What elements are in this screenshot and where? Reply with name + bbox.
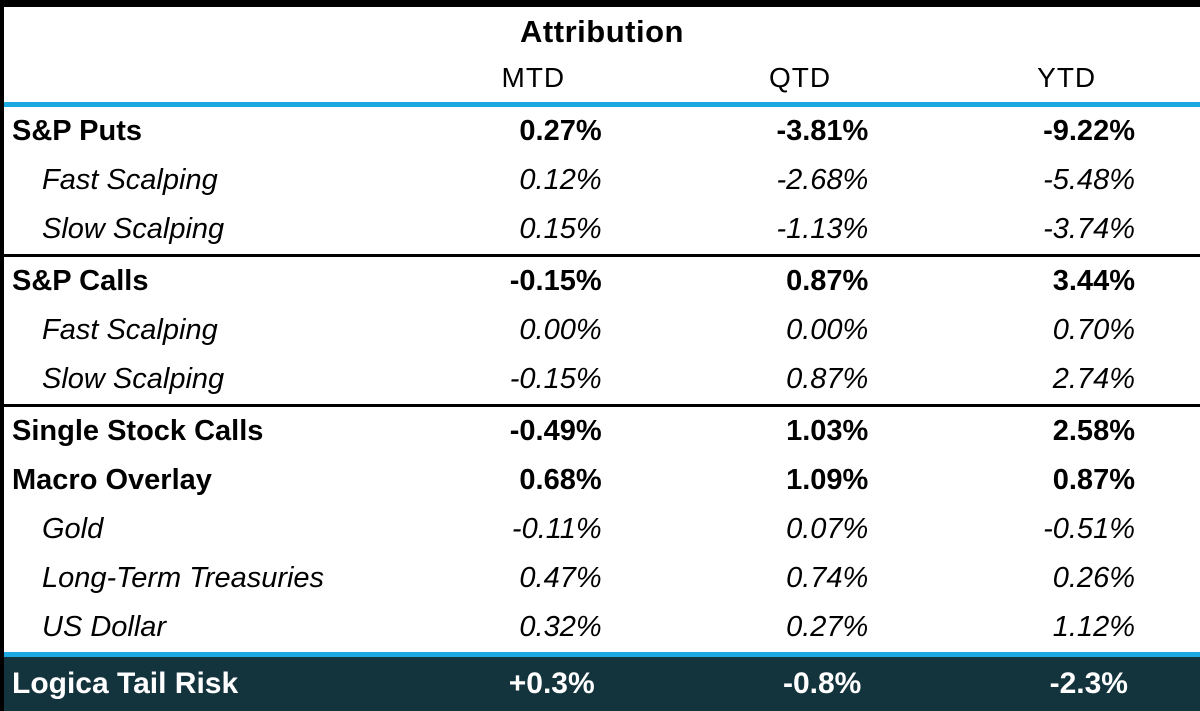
table-row-fast-scalping-calls: Fast Scalping 0.00% 0.00% 0.70% xyxy=(4,306,1200,355)
row-value-ytd: -9.22% xyxy=(1043,115,1135,147)
row-value-mtd: -0.15% xyxy=(509,265,602,297)
row-value-qtd: 0.87% xyxy=(786,265,869,297)
column-header-mtd: MTD xyxy=(501,62,566,93)
row-value-mtd: 0.15% xyxy=(519,213,602,245)
total-value-mtd: +0.3% xyxy=(508,667,595,700)
row-value-mtd: 0.00% xyxy=(519,314,602,346)
row-label: Fast Scalping xyxy=(42,314,218,346)
row-value-qtd: 0.74% xyxy=(786,562,869,594)
row-value-ytd: 2.74% xyxy=(1052,363,1135,395)
row-value-mtd: 0.32% xyxy=(519,611,602,643)
row-value-mtd: 0.27% xyxy=(519,115,602,147)
row-value-qtd: 1.09% xyxy=(786,464,869,496)
footer-accent-rule xyxy=(4,652,1200,657)
table-row-total-logica-tail-risk: Logica Tail Risk +0.3% -0.8% -2.3% xyxy=(4,657,1200,711)
row-label: US Dollar xyxy=(42,611,167,643)
table-row-slow-scalping-puts: Slow Scalping 0.15% -1.13% -3.74% xyxy=(4,205,1200,254)
row-value-ytd: 3.44% xyxy=(1052,265,1135,297)
total-row-label: Logica Tail Risk xyxy=(12,667,239,700)
header-accent-rule xyxy=(4,102,1200,107)
row-value-qtd: 0.27% xyxy=(786,611,869,643)
table-row-long-term-treasuries: Long-Term Treasuries 0.47% 0.74% 0.26% xyxy=(4,554,1200,603)
row-value-qtd: -3.81% xyxy=(776,115,869,147)
row-label: S&P Puts xyxy=(12,115,143,147)
row-value-qtd: -1.13% xyxy=(776,213,869,245)
row-value-qtd: -2.68% xyxy=(776,164,869,196)
row-label: Macro Overlay xyxy=(12,464,212,496)
row-value-ytd: 1.12% xyxy=(1052,611,1135,643)
column-header-ytd: YTD xyxy=(1037,62,1097,93)
table-row-single-stock-calls: Single Stock Calls -0.49% 1.03% 2.58% xyxy=(4,407,1200,456)
table-header: Attribution MTD QTD YTD xyxy=(4,7,1200,102)
table-row-us-dollar: US Dollar 0.32% 0.27% 1.12% xyxy=(4,603,1200,652)
row-value-qtd: 0.00% xyxy=(786,314,869,346)
row-label: Gold xyxy=(42,513,104,545)
row-value-ytd: 0.70% xyxy=(1052,314,1135,346)
row-value-ytd: -3.74% xyxy=(1043,213,1135,245)
row-value-mtd: -0.11% xyxy=(511,513,602,545)
row-value-qtd: 0.87% xyxy=(786,363,869,395)
row-label: Single Stock Calls xyxy=(12,415,264,447)
column-header-qtd: QTD xyxy=(768,62,832,93)
row-label: Fast Scalping xyxy=(42,164,218,196)
section-divider xyxy=(4,404,1200,407)
row-value-mtd: -0.49% xyxy=(509,415,602,447)
row-label: S&P Calls xyxy=(12,265,149,297)
row-value-mtd: 0.12% xyxy=(519,164,602,196)
row-value-mtd: -0.15% xyxy=(509,363,602,395)
total-value-ytd: -2.3% xyxy=(1049,667,1128,700)
table-row-fast-scalping-puts: Fast Scalping 0.12% -2.68% -5.48% xyxy=(4,156,1200,205)
table-row-gold: Gold -0.11% 0.07% -0.51% xyxy=(4,505,1200,554)
row-value-ytd: 0.87% xyxy=(1052,464,1135,496)
section-divider xyxy=(4,254,1200,257)
row-value-mtd: 0.68% xyxy=(519,464,602,496)
table-row-sp-calls: S&P Calls -0.15% 0.87% 3.44% xyxy=(4,257,1200,306)
row-value-ytd: 0.26% xyxy=(1052,562,1135,594)
row-label: Long-Term Treasuries xyxy=(42,562,325,594)
row-value-ytd: -5.48% xyxy=(1043,164,1135,196)
column-header-row: MTD QTD YTD xyxy=(4,62,1200,102)
row-value-qtd: 1.03% xyxy=(786,415,869,447)
row-value-qtd: 0.07% xyxy=(786,513,869,545)
total-value-qtd: -0.8% xyxy=(782,667,862,700)
row-value-ytd: 2.58% xyxy=(1052,415,1135,447)
row-value-ytd: -0.51% xyxy=(1043,513,1135,545)
table-row-slow-scalping-calls: Slow Scalping -0.15% 0.87% 2.74% xyxy=(4,355,1200,404)
table-row-sp-puts: S&P Puts 0.27% -3.81% -9.22% xyxy=(4,107,1200,156)
row-label: Slow Scalping xyxy=(42,363,225,395)
row-label: Slow Scalping xyxy=(42,213,225,245)
table-title: Attribution xyxy=(520,14,684,49)
row-value-mtd: 0.47% xyxy=(519,562,602,594)
table-row-macro-overlay: Macro Overlay 0.68% 1.09% 0.87% xyxy=(4,456,1200,505)
